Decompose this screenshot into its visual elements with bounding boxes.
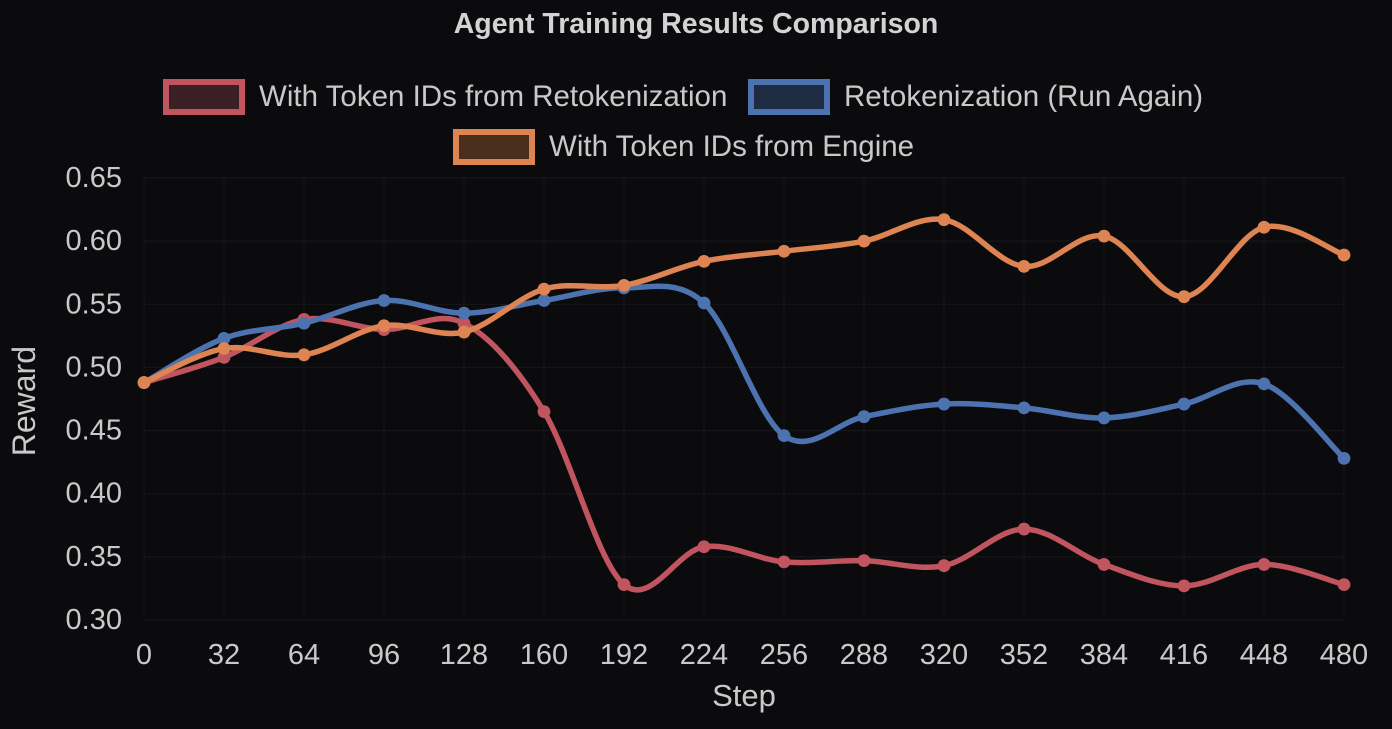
svg-text:416: 416 xyxy=(1160,639,1208,671)
svg-text:256: 256 xyxy=(760,639,808,671)
svg-text:0.50: 0.50 xyxy=(66,351,122,383)
svg-text:0.55: 0.55 xyxy=(66,288,122,320)
svg-text:0.35: 0.35 xyxy=(66,541,122,573)
svg-text:224: 224 xyxy=(680,639,728,671)
svg-text:384: 384 xyxy=(1080,639,1128,671)
svg-text:0.40: 0.40 xyxy=(66,478,122,510)
svg-text:64: 64 xyxy=(288,639,320,671)
svg-text:0.30: 0.30 xyxy=(66,604,122,636)
svg-text:0: 0 xyxy=(136,639,152,671)
svg-text:320: 320 xyxy=(920,639,968,671)
svg-text:192: 192 xyxy=(600,639,648,671)
svg-text:0.45: 0.45 xyxy=(66,415,122,447)
svg-text:288: 288 xyxy=(840,639,888,671)
svg-text:96: 96 xyxy=(368,639,400,671)
svg-text:480: 480 xyxy=(1320,639,1368,671)
svg-text:128: 128 xyxy=(440,639,488,671)
svg-text:352: 352 xyxy=(1000,639,1048,671)
svg-text:448: 448 xyxy=(1240,639,1288,671)
svg-text:160: 160 xyxy=(520,639,568,671)
svg-text:0.60: 0.60 xyxy=(66,225,122,257)
svg-text:0.65: 0.65 xyxy=(66,162,122,194)
svg-text:32: 32 xyxy=(208,639,240,671)
